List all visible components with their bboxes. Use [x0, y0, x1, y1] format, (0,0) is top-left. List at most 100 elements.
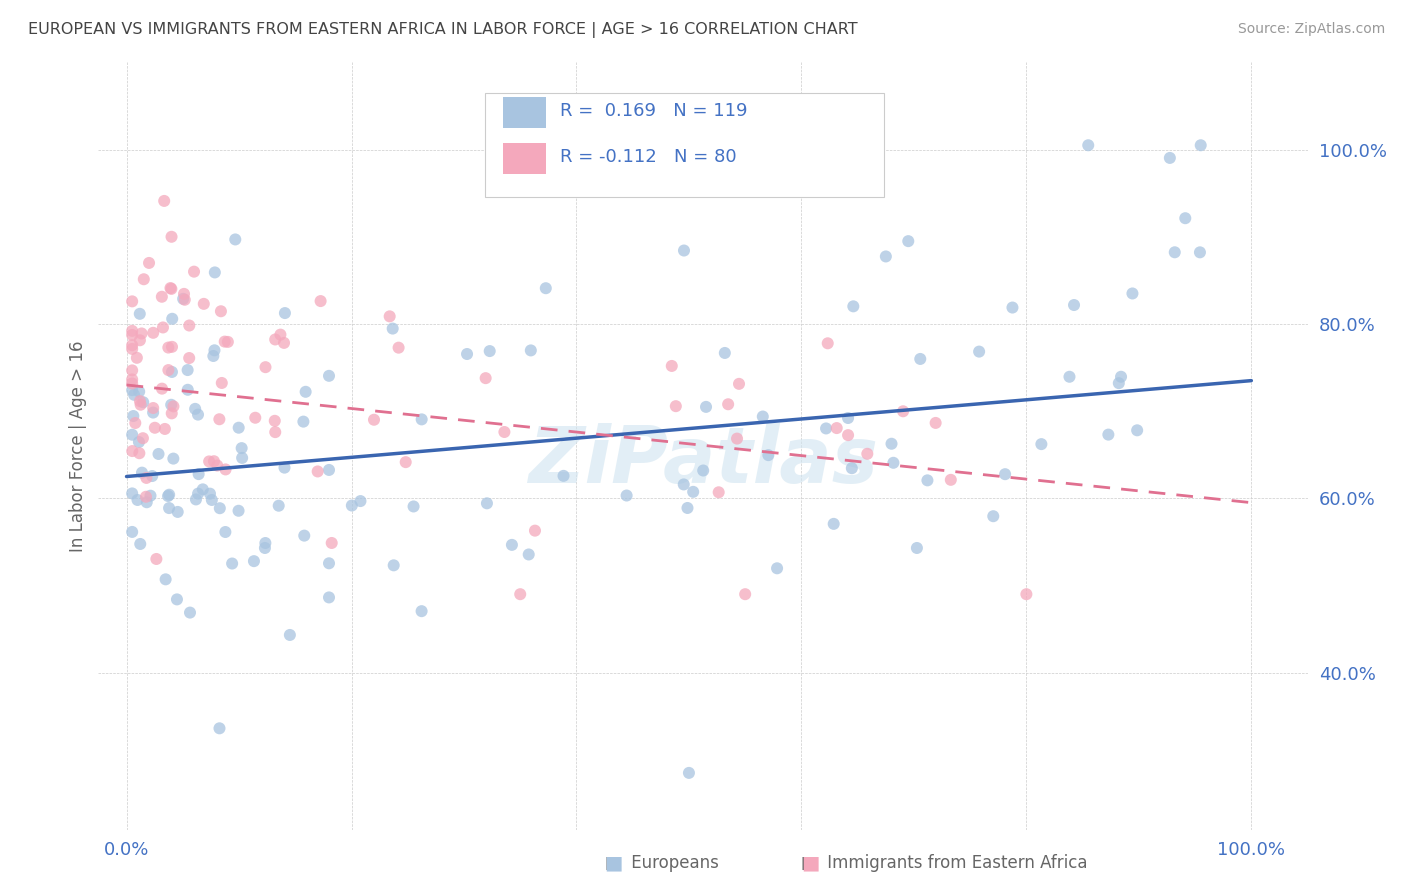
Point — [208, 412, 231, 426]
Point — [202, 349, 225, 363]
Point — [717, 397, 740, 411]
Text: ZiPatlas: ZiPatlas — [529, 424, 877, 500]
Point — [682, 484, 704, 499]
Point — [509, 587, 531, 601]
Point — [166, 505, 188, 519]
Point — [1063, 298, 1085, 312]
Point — [221, 557, 243, 571]
Point — [910, 351, 932, 366]
Point — [274, 306, 297, 320]
Point — [150, 290, 173, 304]
Point — [208, 501, 231, 516]
Point — [201, 492, 224, 507]
Point — [880, 436, 903, 450]
Point — [616, 489, 638, 503]
Point — [129, 394, 152, 409]
Point — [172, 292, 194, 306]
Point — [150, 382, 173, 396]
Point — [254, 536, 277, 550]
Point — [1108, 376, 1130, 391]
Point — [145, 552, 167, 566]
Point — [815, 421, 838, 435]
Point — [882, 456, 904, 470]
Point — [121, 338, 143, 352]
Point — [187, 467, 209, 482]
Point — [231, 441, 253, 455]
Point — [309, 294, 332, 309]
Point — [905, 541, 928, 555]
Point — [153, 422, 176, 436]
Point — [152, 320, 174, 334]
Point — [766, 561, 789, 575]
Point — [278, 628, 301, 642]
Point — [179, 351, 201, 365]
Point — [125, 351, 148, 365]
Point — [184, 401, 207, 416]
Point — [132, 272, 155, 286]
Point — [228, 420, 250, 434]
Point — [160, 406, 183, 420]
Point — [534, 281, 557, 295]
Point — [157, 488, 180, 502]
Point — [141, 469, 163, 483]
Point — [382, 558, 405, 573]
Point — [128, 446, 150, 460]
Point — [155, 572, 177, 586]
Point — [166, 592, 188, 607]
Point — [494, 425, 516, 439]
Point — [121, 486, 143, 500]
Point — [1015, 587, 1038, 601]
FancyBboxPatch shape — [503, 143, 546, 174]
Point — [142, 406, 165, 420]
Point — [132, 395, 155, 409]
Point — [1159, 151, 1181, 165]
Point — [318, 368, 340, 383]
Point — [214, 334, 236, 349]
Point — [176, 363, 198, 377]
Point — [891, 404, 914, 418]
Point — [128, 435, 150, 450]
Y-axis label: In Labor Force | Age > 16: In Labor Force | Age > 16 — [69, 340, 87, 552]
Point — [842, 299, 865, 313]
Point — [269, 327, 291, 342]
Point — [264, 333, 287, 347]
Point — [1126, 423, 1149, 437]
Point — [402, 500, 425, 514]
Point — [725, 432, 748, 446]
Point — [939, 473, 962, 487]
Point — [204, 265, 226, 279]
Point — [160, 282, 183, 296]
Point — [1174, 211, 1197, 226]
Point — [204, 343, 226, 358]
Point — [1109, 369, 1132, 384]
Point — [273, 335, 295, 350]
Text: ■: ■ — [801, 854, 820, 872]
Point — [135, 495, 157, 509]
Point — [209, 304, 232, 318]
Point — [179, 318, 201, 333]
Point — [841, 461, 863, 475]
Point — [142, 326, 165, 340]
Point — [523, 524, 546, 538]
Text: R = -0.112   N = 80: R = -0.112 N = 80 — [561, 148, 737, 166]
Point — [160, 311, 183, 326]
Point — [159, 281, 181, 295]
Point — [153, 194, 176, 208]
Point — [160, 340, 183, 354]
Point — [897, 234, 920, 248]
Point — [202, 454, 225, 468]
Point — [124, 416, 146, 430]
Point — [183, 265, 205, 279]
Point — [157, 501, 180, 516]
Point — [121, 376, 143, 391]
Point — [837, 411, 859, 425]
Point — [129, 537, 152, 551]
Point — [474, 371, 496, 385]
Point — [177, 383, 200, 397]
Point — [157, 489, 180, 503]
Point — [661, 359, 683, 373]
Point — [121, 363, 143, 377]
Point — [395, 455, 418, 469]
Point — [132, 431, 155, 445]
Point — [131, 466, 153, 480]
